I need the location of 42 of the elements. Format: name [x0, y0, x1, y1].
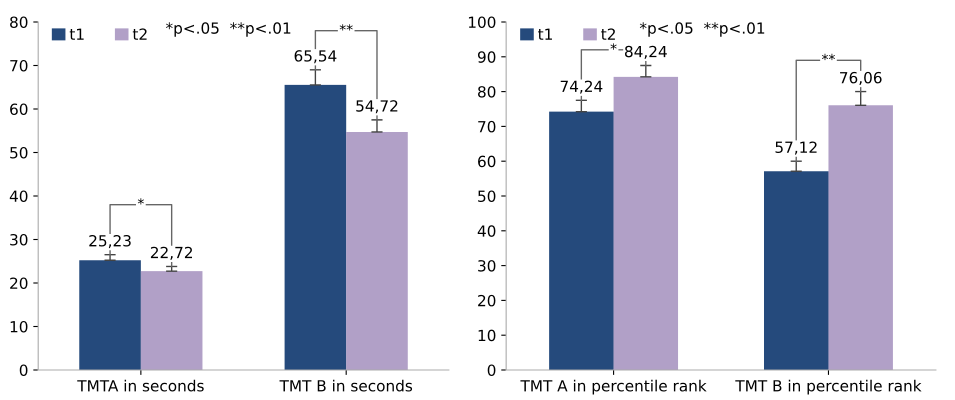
x-tick-label: TMTA in seconds [77, 380, 204, 392]
y-tick-label: 80 [478, 86, 496, 98]
annotation: * [610, 43, 617, 50]
y-tick-label: 40 [10, 190, 28, 202]
y-tick-label: 20 [10, 277, 28, 290]
legend-label: t1 [538, 28, 552, 40]
y-tick-label: 0 [20, 364, 28, 376]
data-label: 25,23 [89, 234, 131, 248]
legend-label: t2 [601, 28, 615, 40]
data-label: 74,24 [560, 80, 602, 94]
y-tick-label: 10 [10, 320, 28, 333]
data-label: 65,54 [294, 50, 336, 64]
annotation: ** [822, 54, 835, 60]
y-tick-label: 50 [478, 190, 496, 202]
x-tick-label: TMT A in percentile rank [520, 380, 707, 395]
data-label: 84,24 [624, 46, 667, 59]
y-tick-label: 70 [478, 120, 496, 132]
y-tick-label: 50 [10, 146, 28, 159]
x-tick-label: TMT B in percentile rank [735, 380, 922, 395]
y-tick-label: 80 [10, 16, 28, 28]
y-tick-label: 100 [468, 16, 496, 28]
x-tick-label: TMT B in seconds [280, 380, 412, 392]
y-tick-label: 70 [10, 60, 28, 72]
y-tick-label: 90 [478, 51, 496, 63]
data-label: 22,72 [150, 246, 192, 260]
annotation: *p<.05 **p<.01 [640, 22, 764, 37]
legend-label: t2 [132, 28, 147, 40]
y-tick-label: 60 [10, 103, 28, 116]
y-tick-label: 10 [478, 330, 496, 342]
y-tick-label: 40 [478, 225, 496, 237]
annotation: ** [340, 24, 353, 31]
data-label: 54,72 [356, 100, 398, 114]
y-tick-label: 30 [478, 260, 496, 272]
y-tick-label: 30 [10, 234, 28, 246]
y-tick-label: 60 [478, 156, 496, 168]
y-tick-label: 20 [478, 294, 496, 306]
legend-label: t1 [70, 28, 84, 40]
annotation: * [138, 198, 144, 205]
data-label: 57,12 [776, 141, 817, 155]
data-label: 76,06 [840, 72, 882, 85]
annotation: *p<.05 **p<.01 [166, 22, 290, 37]
y-tick-label: 0 [488, 364, 496, 376]
